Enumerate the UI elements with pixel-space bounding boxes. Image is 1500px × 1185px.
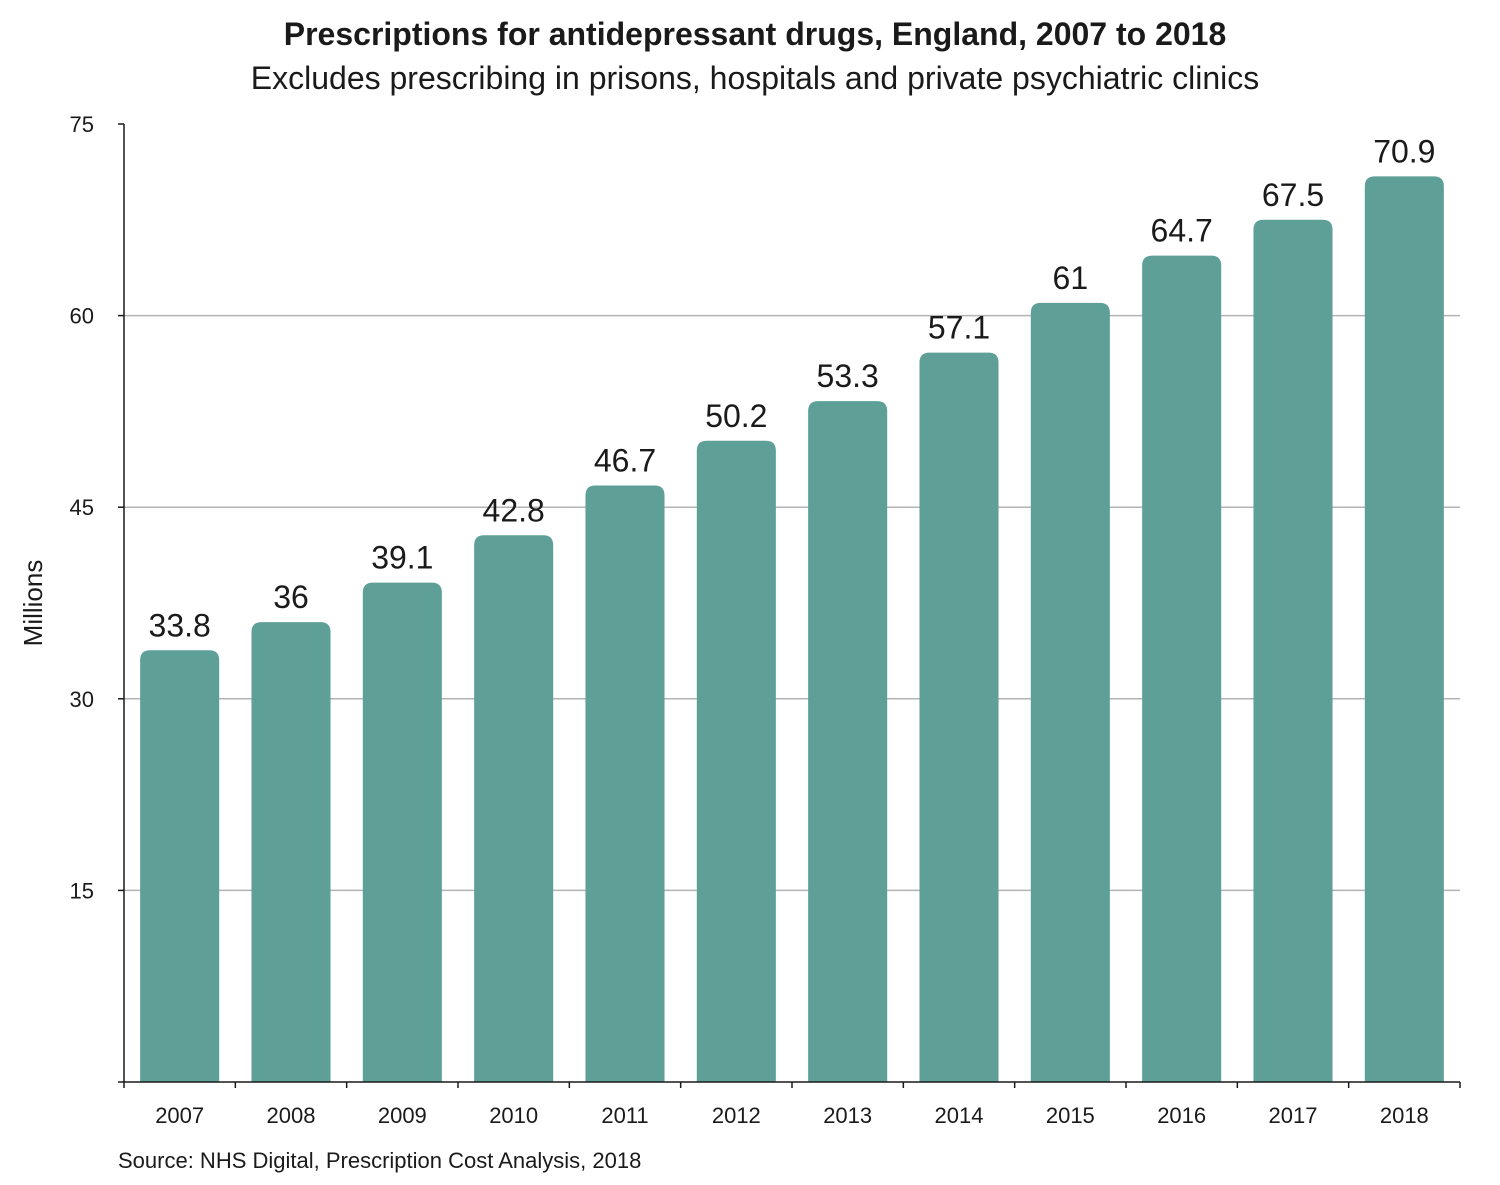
bar-2008: [251, 622, 331, 1082]
x-tick-label: 2011: [601, 1103, 648, 1128]
gridlines: [124, 314, 1460, 892]
bar-2007: [140, 650, 220, 1082]
x-tick-label: 2018: [1380, 1103, 1429, 1128]
bar-value-label: 36: [273, 579, 309, 615]
x-tick-label: 2015: [1046, 1103, 1095, 1128]
bar-value-label: 50.2: [705, 398, 767, 434]
bar-value-label: 46.7: [594, 442, 656, 478]
x-tick-label: 2008: [267, 1103, 316, 1128]
x-tick-label: 2010: [489, 1103, 538, 1128]
bar-2012: [696, 440, 776, 1082]
bar-value-label: 53.3: [817, 358, 879, 394]
bar-2009: [362, 582, 442, 1082]
bar-value-label: 67.5: [1262, 177, 1324, 213]
y-tick-label: 15: [70, 878, 94, 903]
bar-value-label: 64.7: [1151, 213, 1213, 249]
bar-2015: [1030, 302, 1110, 1082]
bars: [140, 176, 1444, 1083]
chart-subtitle: Excludes prescribing in prisons, hospita…: [250, 60, 1260, 96]
bar-value-label: 39.1: [371, 540, 433, 576]
bar-value-label: 42.8: [483, 492, 545, 528]
x-tick-label: 2017: [1269, 1103, 1318, 1128]
x-tick-label: 2014: [935, 1103, 984, 1128]
bar-value-label: 57.1: [928, 310, 990, 346]
bar-2016: [1142, 255, 1222, 1083]
y-tick-label: 60: [70, 304, 94, 329]
bar-2011: [585, 485, 665, 1082]
x-tick-label: 2013: [823, 1103, 872, 1128]
x-tick-label: 2007: [155, 1103, 204, 1128]
chart-title: Prescriptions for antidepressant drugs, …: [283, 16, 1227, 52]
y-tick-label: 75: [70, 112, 94, 137]
bar-2014: [919, 352, 999, 1082]
bar-2010: [474, 535, 554, 1082]
bar-2018: [1364, 176, 1444, 1082]
labels: 15 30 45 60 75 33.8 2007 36 2008 39.1 2009 42.8 2010…: [70, 112, 1436, 1128]
bar-value-label: 70.9: [1373, 133, 1435, 169]
bar-2013: [808, 401, 888, 1082]
bar-2017: [1253, 219, 1333, 1083]
x-tick-label: 2016: [1157, 1103, 1206, 1128]
x-tick-label: 2009: [378, 1103, 427, 1128]
bar-value-label: 33.8: [149, 607, 211, 643]
y-axis-title: Millions: [18, 560, 48, 647]
bar-value-label: 61: [1053, 260, 1089, 296]
source-note: Source: NHS Digital, Prescription Cost A…: [118, 1148, 642, 1173]
axes: [118, 123, 1461, 1088]
y-tick-label: 30: [70, 687, 94, 712]
y-tick-label: 45: [70, 495, 94, 520]
x-tick-label: 2012: [712, 1103, 761, 1128]
